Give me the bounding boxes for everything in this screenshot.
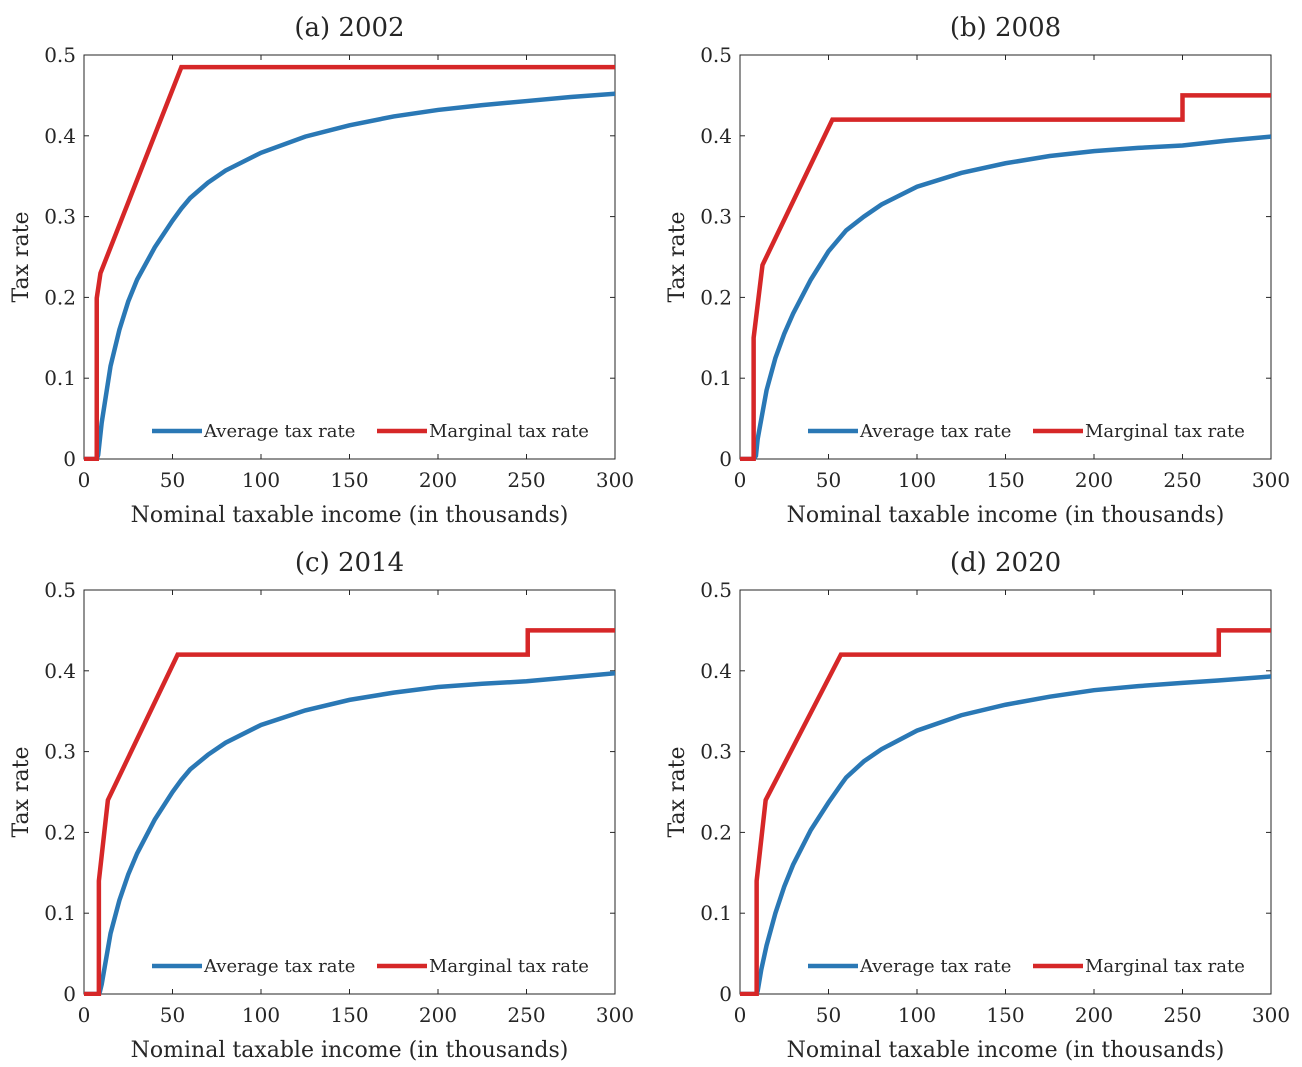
y-tick-label: 0.3 — [700, 740, 732, 764]
chart-title: (a) 2002 — [294, 13, 404, 43]
y-tick-label: 0.1 — [700, 366, 732, 390]
x-tick-label: 300 — [1252, 468, 1290, 492]
y-tick-label: 0.3 — [44, 740, 76, 764]
legend-label-average: Average tax rate — [203, 421, 355, 442]
x-tick-label: 300 — [1252, 1003, 1290, 1027]
y-tick-label: 0 — [63, 447, 76, 471]
legend-label-marginal: Marginal tax rate — [429, 956, 589, 977]
y-axis-label: Tax rate — [9, 212, 34, 303]
legend-label-marginal: Marginal tax rate — [1085, 421, 1245, 442]
x-tick-label: 250 — [507, 468, 545, 492]
series-line-average — [740, 674, 1271, 996]
legend-label-average: Average tax rate — [859, 956, 1011, 977]
x-tick-label: 200 — [1075, 1003, 1113, 1027]
chart-panel: (b) 2008 0 50 100 150 200 250 300 0 0.1 0.2 0.3 0.4 0… — [665, 13, 1290, 528]
y-tick-label: 0.3 — [700, 205, 732, 229]
series-line-marginal — [84, 628, 615, 996]
y-tick-label: 0.2 — [700, 285, 732, 309]
x-tick-label: 200 — [419, 468, 457, 492]
chart-panel: (a) 2002 0 50 100 150 200 250 300 0 0.1 0.2 0.3 0.4 0… — [9, 13, 634, 528]
x-tick-label: 150 — [330, 468, 368, 492]
y-axis-label: Tax rate — [665, 212, 690, 303]
plot-frame — [739, 54, 1272, 460]
y-tick-label: 0.1 — [700, 901, 732, 925]
y-tick-label: 0.5 — [44, 578, 76, 602]
y-tick-label: 0.1 — [44, 901, 76, 925]
x-tick-label: 50 — [816, 468, 841, 492]
series-line-marginal — [84, 64, 615, 461]
x-axis-label: Nominal taxable income (in thousands) — [131, 1038, 569, 1063]
legend-label-average: Average tax rate — [203, 956, 355, 977]
y-tick-label: 0 — [719, 447, 732, 471]
y-tick-label: 0.1 — [44, 366, 76, 390]
y-tick-label: 0.5 — [700, 43, 732, 67]
series-line-marginal — [740, 93, 1271, 461]
x-tick-label: 150 — [330, 1003, 368, 1027]
y-tick-label: 0.4 — [44, 659, 76, 683]
x-tick-label: 300 — [596, 468, 634, 492]
chart-title: (c) 2014 — [295, 548, 404, 578]
x-axis-label: Nominal taxable income (in thousands) — [787, 503, 1225, 528]
chart-title: (b) 2008 — [950, 13, 1061, 43]
y-tick-label: 0.3 — [44, 205, 76, 229]
y-tick-label: 0.5 — [44, 43, 76, 67]
x-tick-label: 100 — [898, 1003, 936, 1027]
x-tick-label: 100 — [242, 468, 280, 492]
y-tick-label: 0.4 — [44, 124, 76, 148]
x-tick-label: 0 — [78, 468, 91, 492]
y-tick-label: 0.2 — [44, 285, 76, 309]
x-tick-label: 100 — [242, 1003, 280, 1027]
x-tick-label: 50 — [160, 1003, 185, 1027]
x-tick-label: 50 — [160, 468, 185, 492]
x-tick-label: 0 — [734, 1003, 747, 1027]
legend-label-marginal: Marginal tax rate — [429, 421, 589, 442]
x-tick-label: 100 — [898, 468, 936, 492]
x-tick-label: 300 — [596, 1003, 634, 1027]
y-tick-label: 0 — [63, 982, 76, 1006]
y-tick-label: 0.2 — [44, 820, 76, 844]
x-tick-label: 200 — [1075, 468, 1113, 492]
legend-label-marginal: Marginal tax rate — [1085, 956, 1245, 977]
series-line-average — [84, 91, 615, 461]
x-tick-label: 150 — [986, 468, 1024, 492]
x-tick-label: 50 — [816, 1003, 841, 1027]
x-tick-label: 0 — [734, 468, 747, 492]
x-axis-label: Nominal taxable income (in thousands) — [787, 1038, 1225, 1063]
x-tick-label: 200 — [419, 1003, 457, 1027]
x-tick-label: 250 — [1163, 468, 1201, 492]
series-line-average — [740, 134, 1271, 461]
y-tick-label: 0 — [719, 982, 732, 1006]
x-tick-label: 150 — [986, 1003, 1024, 1027]
x-tick-label: 0 — [78, 1003, 91, 1027]
x-tick-label: 250 — [507, 1003, 545, 1027]
plot-frame — [739, 589, 1272, 995]
legend-label-average: Average tax rate — [859, 421, 1011, 442]
series-line-marginal — [740, 628, 1271, 996]
y-tick-label: 0.4 — [700, 124, 732, 148]
y-axis-label: Tax rate — [9, 747, 34, 838]
chart-title: (d) 2020 — [950, 548, 1061, 578]
chart-panel: (d) 2020 0 50 100 150 200 250 300 0 0.1 0.2 0.3 0.4 0… — [665, 548, 1290, 1063]
series-line-average — [84, 670, 615, 996]
y-axis-label: Tax rate — [665, 747, 690, 838]
plot-frame — [83, 589, 616, 995]
y-tick-label: 0.4 — [700, 659, 732, 683]
x-tick-label: 250 — [1163, 1003, 1201, 1027]
y-tick-label: 0.2 — [700, 820, 732, 844]
x-axis-label: Nominal taxable income (in thousands) — [131, 503, 569, 528]
chart-panel: (c) 2014 0 50 100 150 200 250 300 0 0.1 0.2 0.3 0.4 0… — [9, 548, 634, 1063]
y-tick-label: 0.5 — [700, 578, 732, 602]
